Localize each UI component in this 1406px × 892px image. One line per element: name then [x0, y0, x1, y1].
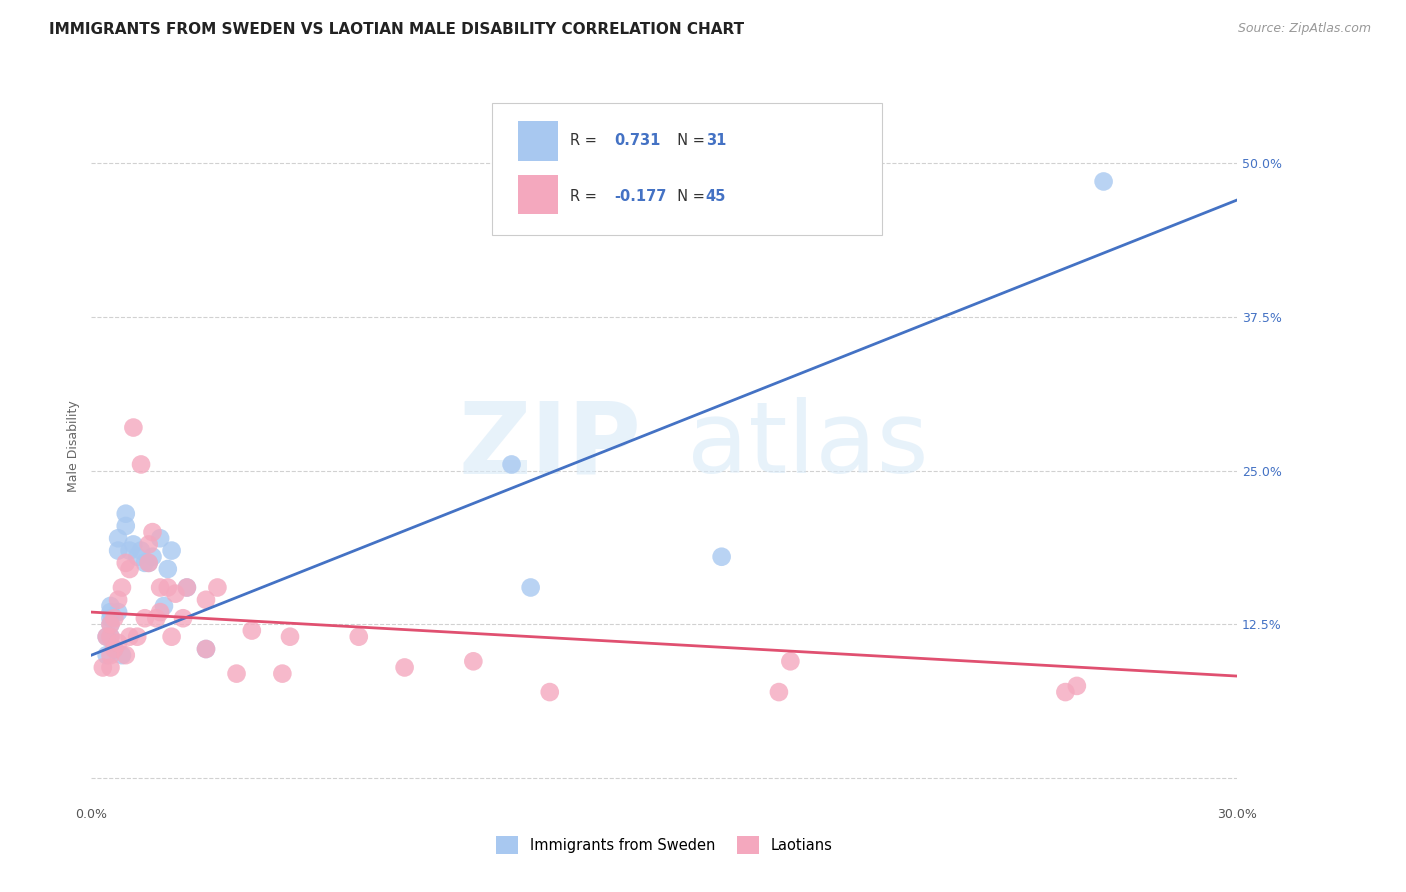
Text: -0.177: -0.177: [614, 189, 666, 203]
Point: [100, 617, 122, 632]
Point: [127, 630, 149, 644]
Point: [103, 611, 125, 625]
Point: [100, 599, 122, 613]
Point: [1066, 679, 1088, 693]
Point: [100, 617, 122, 632]
Point: [710, 549, 733, 564]
Point: [96, 648, 118, 662]
Point: [114, 519, 136, 533]
Point: [160, 543, 183, 558]
Text: Source: ZipAtlas.com: Source: ZipAtlas.com: [1237, 22, 1371, 36]
Point: [111, 581, 134, 595]
Text: IMMIGRANTS FROM SWEDEN VS LAOTIAN MALE DISABILITY CORRELATION CHART: IMMIGRANTS FROM SWEDEN VS LAOTIAN MALE D…: [49, 22, 744, 37]
Point: [134, 556, 156, 570]
Point: [347, 630, 370, 644]
Point: [111, 648, 134, 662]
Point: [463, 654, 485, 668]
Point: [122, 537, 145, 551]
Point: [271, 666, 294, 681]
Text: R =: R =: [571, 189, 602, 203]
Y-axis label: Male Disability: Male Disability: [67, 401, 80, 491]
Text: N =: N =: [668, 133, 709, 148]
Point: [100, 630, 122, 644]
Point: [138, 537, 160, 551]
Point: [107, 605, 129, 619]
Point: [278, 630, 301, 644]
Text: R =: R =: [571, 133, 602, 148]
Point: [100, 630, 122, 644]
Point: [141, 549, 163, 564]
Point: [538, 685, 561, 699]
FancyBboxPatch shape: [517, 175, 558, 214]
Point: [165, 587, 187, 601]
Point: [768, 685, 790, 699]
Point: [149, 531, 172, 545]
Point: [100, 611, 122, 625]
Point: [114, 648, 136, 662]
Point: [153, 599, 176, 613]
Point: [127, 549, 149, 564]
Point: [1054, 685, 1077, 699]
Point: [118, 543, 141, 558]
Point: [240, 624, 263, 638]
Point: [225, 666, 247, 681]
Point: [114, 507, 136, 521]
Point: [501, 458, 523, 472]
Point: [207, 581, 229, 595]
Point: [779, 654, 801, 668]
Point: [107, 636, 129, 650]
Point: [103, 642, 125, 657]
Point: [149, 605, 172, 619]
Point: [138, 556, 160, 570]
Point: [145, 611, 167, 625]
Point: [114, 556, 136, 570]
Point: [103, 642, 125, 657]
Point: [194, 642, 217, 657]
Point: [134, 611, 156, 625]
Point: [141, 525, 163, 540]
Point: [100, 660, 122, 674]
Point: [176, 581, 198, 595]
Text: 31: 31: [706, 133, 725, 148]
Point: [129, 543, 152, 558]
Text: ZIP: ZIP: [458, 398, 641, 494]
Point: [100, 605, 122, 619]
Point: [96, 630, 118, 644]
Point: [156, 562, 179, 576]
FancyBboxPatch shape: [517, 121, 558, 161]
Text: N =: N =: [668, 189, 709, 203]
Point: [160, 630, 183, 644]
Point: [122, 420, 145, 434]
Text: 0.731: 0.731: [614, 133, 661, 148]
Point: [96, 630, 118, 644]
Point: [194, 642, 217, 657]
Point: [107, 592, 129, 607]
Text: atlas: atlas: [688, 398, 929, 494]
Point: [156, 581, 179, 595]
Point: [107, 531, 129, 545]
Point: [129, 458, 152, 472]
Point: [149, 581, 172, 595]
Point: [172, 611, 194, 625]
Point: [138, 556, 160, 570]
Point: [394, 660, 416, 674]
Point: [107, 543, 129, 558]
Point: [91, 660, 114, 674]
Point: [118, 562, 141, 576]
Point: [1092, 174, 1115, 188]
Point: [519, 581, 541, 595]
FancyBboxPatch shape: [492, 103, 882, 235]
Legend: Immigrants from Sweden, Laotians: Immigrants from Sweden, Laotians: [491, 830, 838, 860]
Text: 45: 45: [706, 189, 725, 203]
Point: [118, 630, 141, 644]
Point: [100, 648, 122, 662]
Point: [176, 581, 198, 595]
Point: [194, 592, 217, 607]
